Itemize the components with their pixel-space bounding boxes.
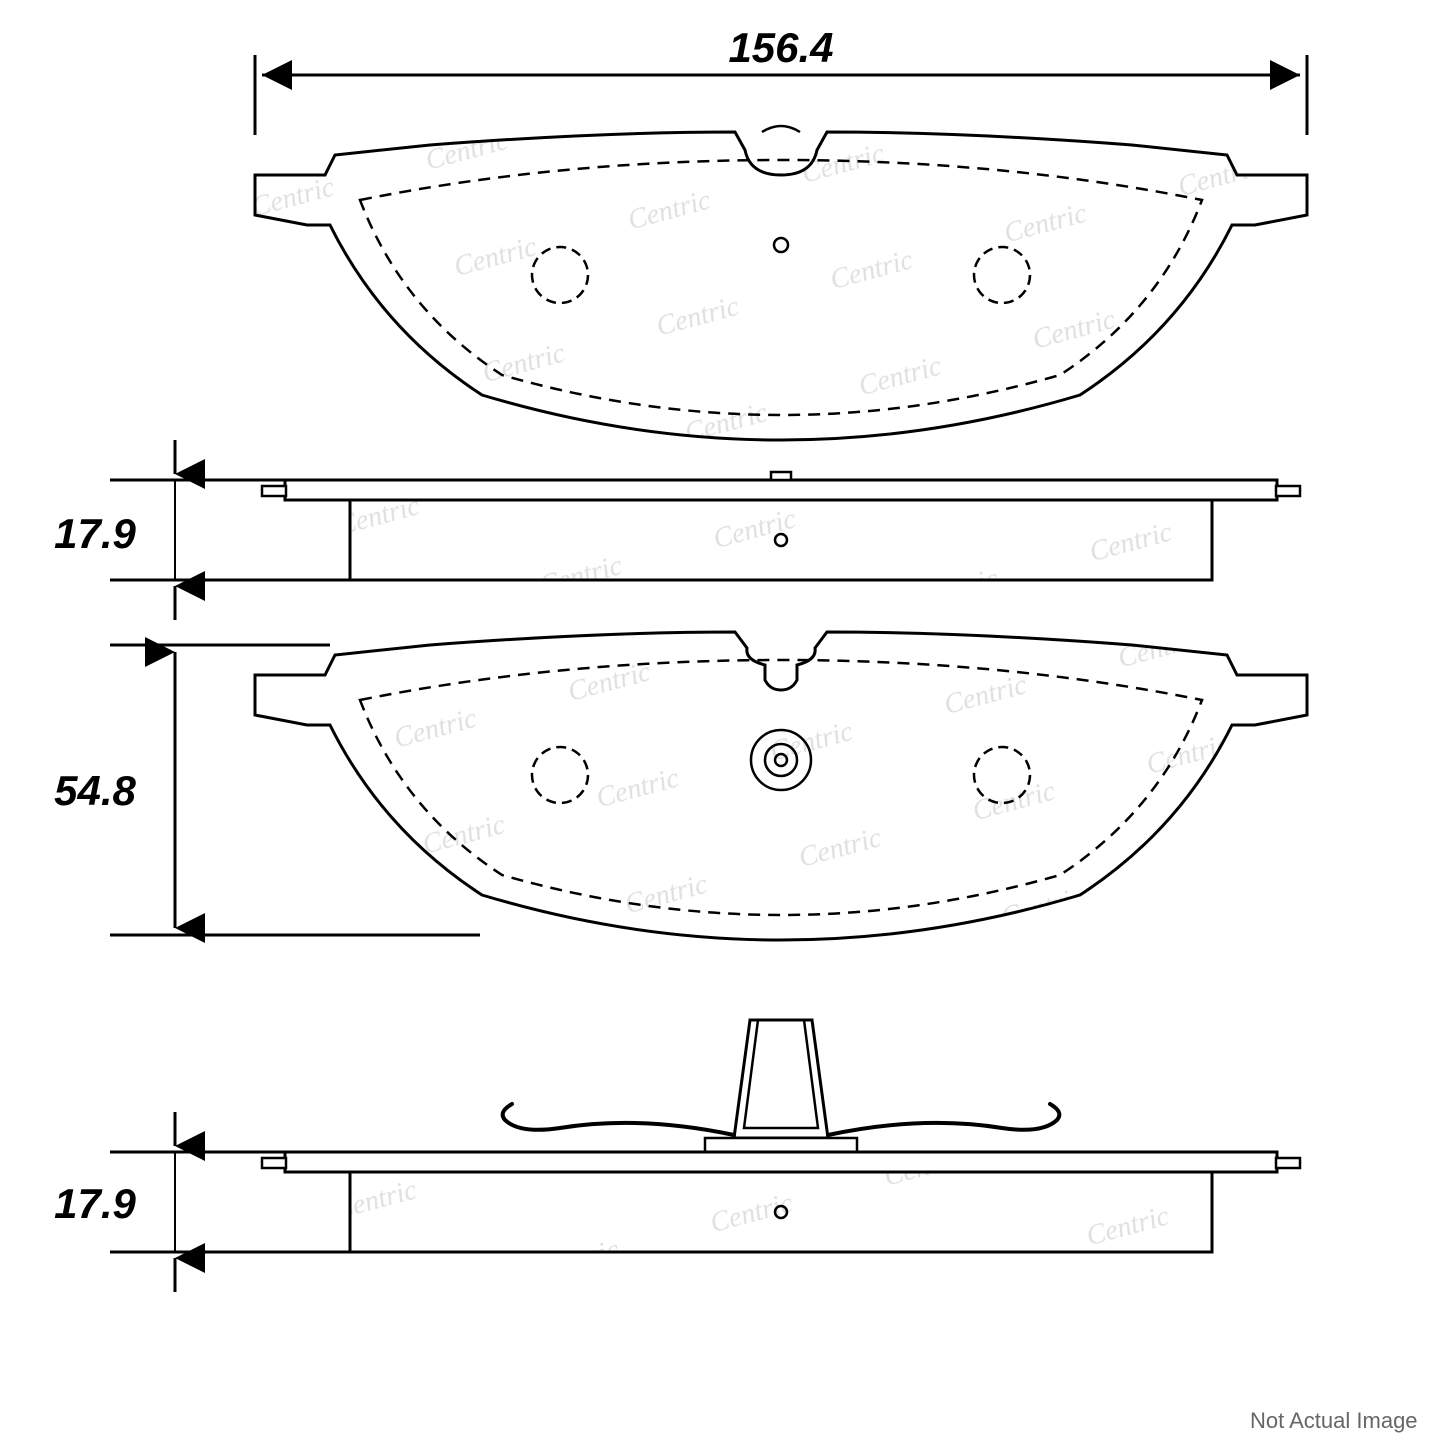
dim-height-label: 54.8	[54, 767, 136, 814]
brake-pad-drawing: Centric 156.4	[0, 0, 1445, 1445]
dim-thick-upper-label: 17.9	[54, 510, 136, 557]
retainer-clip	[503, 1020, 1060, 1152]
dimension-thickness-upper: 17.9	[54, 440, 350, 620]
brake-pad-bottom-face	[255, 632, 1307, 940]
dimension-width-top: 156.4	[255, 24, 1307, 135]
brake-pad-bottom-edge	[262, 1152, 1300, 1252]
dim-thick-lower-label: 17.9	[54, 1180, 136, 1227]
dimension-thickness-lower: 17.9	[54, 1112, 350, 1292]
footer-note: Not Actual Image	[1250, 1408, 1418, 1434]
dim-width-label: 156.4	[728, 24, 833, 71]
brake-pad-top-face	[255, 126, 1307, 440]
brake-pad-top-edge	[262, 472, 1300, 580]
